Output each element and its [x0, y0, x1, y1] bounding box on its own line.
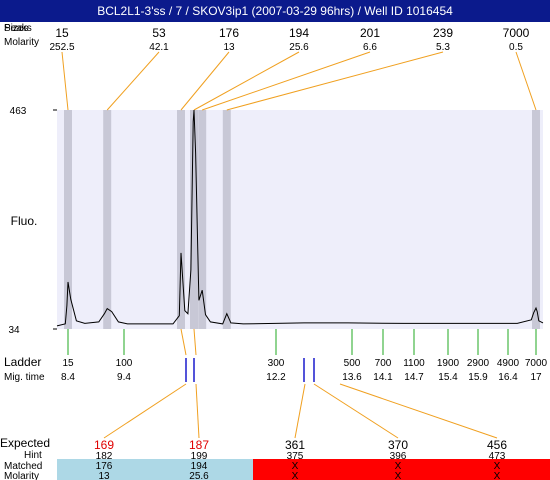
peak-molarity-label: 5.3 — [436, 42, 450, 53]
matched-bad-band — [253, 459, 550, 480]
expected-connector — [339, 383, 498, 439]
matched-label: X — [395, 461, 402, 472]
ladder-size-label: 700 — [375, 358, 392, 369]
peak-molarity-label: 0.5 — [509, 42, 523, 53]
peak-band — [190, 110, 198, 329]
y-axis-label: Fluo. — [11, 214, 38, 228]
expected-size-label: 370 — [388, 438, 408, 452]
hint-label: 199 — [191, 451, 208, 462]
matched-molarity-label: 25.6 — [189, 471, 209, 480]
plot-area — [57, 110, 543, 329]
matched-label: X — [292, 461, 299, 472]
peak-band — [198, 110, 207, 329]
fluorescence-trace — [56, 109, 544, 327]
ladder-size-label: 300 — [268, 358, 285, 369]
expected-size-label: 169 — [94, 438, 114, 452]
peak-connector — [226, 51, 444, 111]
row-label-peaks: Peaks — [4, 23, 32, 34]
ladder-size-label: 100 — [116, 358, 133, 369]
ladder-time-label: 14.1 — [373, 372, 393, 383]
hint-label: 473 — [489, 451, 506, 462]
peak-connector — [515, 51, 537, 111]
peak-size-label: 15 — [55, 26, 69, 40]
row-label-ladder: Ladder — [4, 355, 41, 369]
matched-molarity-label: X — [292, 471, 299, 480]
expected-connector — [294, 383, 306, 439]
ladder-size-label: 1100 — [403, 358, 425, 369]
peak-molarity-label: 25.6 — [289, 42, 309, 53]
matched-ok-band — [57, 459, 253, 480]
peak-size-label: 194 — [289, 26, 309, 40]
y-tick-max: 463 — [10, 106, 27, 117]
hint-label: 182 — [96, 451, 113, 462]
peak-size-label: 201 — [360, 26, 380, 40]
chart-title: BCL2L1-3'ss / 7 / SKOV3ip1 (2007-03-29 9… — [97, 4, 453, 18]
ladder-size-label: 2900 — [467, 358, 490, 369]
row-label-matched: Matched — [4, 461, 42, 472]
ladder-time-label: 14.7 — [404, 372, 424, 383]
peak-band — [177, 110, 185, 329]
peak-connector — [106, 51, 160, 111]
peak-band — [532, 110, 540, 329]
hint-label: 396 — [390, 451, 407, 462]
matched-label: 176 — [96, 461, 113, 472]
row-label-mig-time: Mig. time — [4, 372, 45, 383]
matched-molarity-label: X — [494, 471, 501, 480]
row-label-molarity-bottom: Molarity — [4, 471, 39, 480]
matched-label: X — [494, 461, 501, 472]
ladder-time-label: 15.9 — [468, 372, 488, 383]
peak-band — [222, 110, 231, 329]
expected-connector — [195, 383, 200, 439]
expected-size-label: 456 — [487, 438, 507, 452]
peak-band — [64, 110, 72, 329]
hit-connector — [180, 328, 187, 356]
peak-size-label: 53 — [152, 26, 166, 40]
peak-molarity-label: 13 — [223, 42, 235, 53]
ladder-time-label: 12.2 — [266, 372, 286, 383]
ladder-time-label: 15.4 — [438, 372, 458, 383]
hit-connector — [193, 328, 197, 356]
ladder-size-label: 500 — [344, 358, 361, 369]
matched-label: 194 — [191, 461, 208, 472]
row-label-sizes: Sizes — [4, 23, 28, 34]
expected-connector — [103, 383, 187, 439]
peak-connector — [193, 51, 300, 111]
row-label-molarity: Molarity — [4, 37, 39, 48]
ladder-size-label: 4900 — [497, 358, 520, 369]
peak-size-label: 7000 — [503, 26, 530, 40]
matched-molarity-label: 13 — [98, 471, 110, 480]
peak-molarity-label: 42.1 — [149, 42, 169, 53]
ladder-size-label: 1900 — [437, 358, 460, 369]
title-bar: BCL2L1-3'ss / 7 / SKOV3ip1 (2007-03-29 9… — [0, 0, 550, 22]
ladder-time-label: 13.6 — [342, 372, 362, 383]
peak-molarity-label: 252.5 — [49, 42, 74, 53]
peak-size-label: 239 — [433, 26, 453, 40]
y-tick-min: 34 — [8, 325, 20, 336]
matched-molarity-label: X — [395, 471, 402, 480]
row-label-expected: Expected — [0, 436, 50, 450]
row-label-hint: Hint — [24, 450, 42, 461]
ladder-time-label: 8.4 — [61, 372, 75, 383]
peak-connector — [61, 51, 69, 111]
ladder-time-label: 9.4 — [117, 372, 131, 383]
peak-connector — [202, 51, 371, 111]
expected-connector — [313, 383, 399, 439]
expected-size-label: 361 — [285, 438, 305, 452]
ladder-size-label: 7000 — [525, 358, 548, 369]
peak-connector — [180, 51, 230, 111]
peak-molarity-label: 6.6 — [363, 42, 377, 53]
peak-size-label: 176 — [219, 26, 239, 40]
expected-size-label: 187 — [189, 438, 209, 452]
ladder-size-label: 15 — [62, 358, 74, 369]
peak-band — [103, 110, 112, 329]
ladder-time-label: 17 — [530, 372, 542, 383]
hint-label: 375 — [287, 451, 304, 462]
ladder-time-label: 16.4 — [498, 372, 518, 383]
